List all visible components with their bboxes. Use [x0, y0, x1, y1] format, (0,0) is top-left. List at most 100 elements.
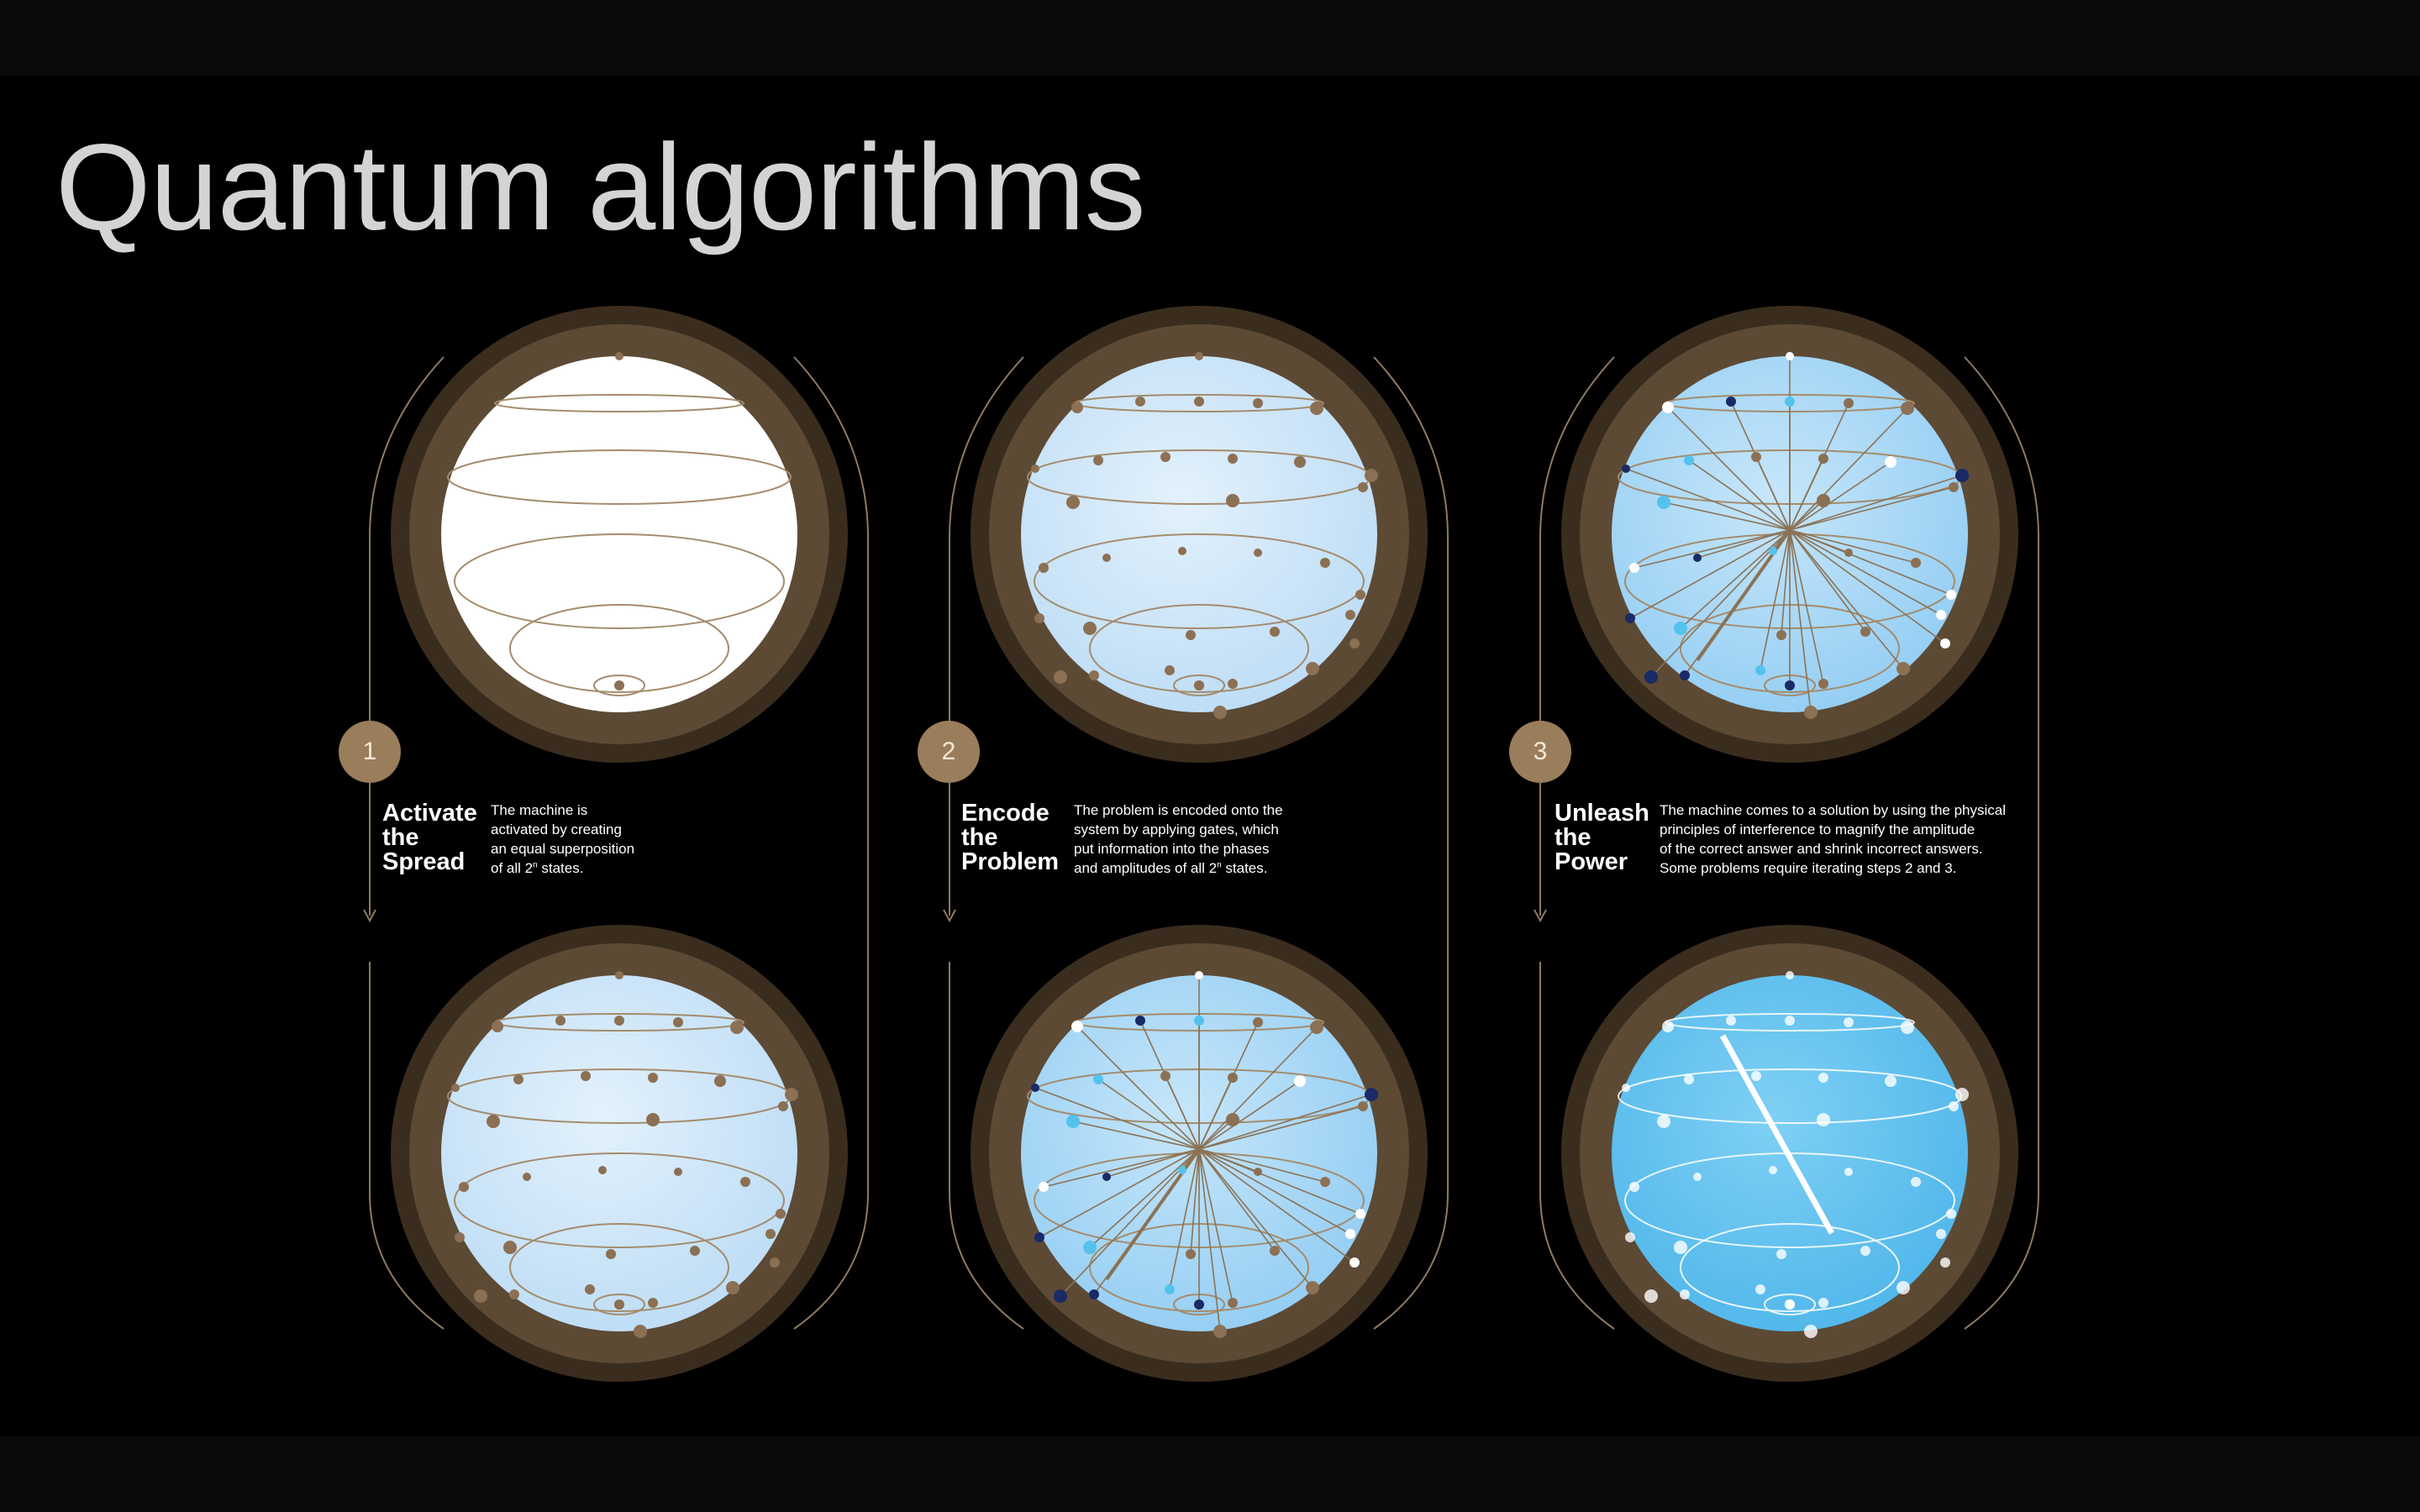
- state-dot: [726, 1281, 739, 1294]
- step-2-badge: 2: [918, 721, 980, 783]
- amplitude-ray: [1198, 1148, 1234, 1304]
- state-dot: [1818, 1073, 1828, 1083]
- state-dot: [1949, 482, 1959, 492]
- state-dot: [1226, 1113, 1239, 1126]
- answer-ray: [1719, 1034, 1835, 1235]
- state-dot: [1320, 558, 1330, 568]
- amplitude-ray: [1198, 1148, 1361, 1215]
- state-dot: [1818, 1298, 1828, 1308]
- state-dot: [1901, 402, 1914, 415]
- state-dot: [1885, 456, 1897, 468]
- amplitude-ray: [1198, 1148, 1355, 1263]
- state-dot: [1320, 1177, 1330, 1187]
- state-dot: [1349, 638, 1360, 648]
- state-dot: [1194, 680, 1204, 690]
- state-dot: [1039, 563, 1049, 573]
- state-dot: [1684, 455, 1694, 465]
- state-dot: [1345, 1229, 1355, 1239]
- state-dot: [1936, 610, 1946, 620]
- step-3-name: Unleash the Power: [1555, 800, 1649, 875]
- amplitude-ray: [1789, 486, 1954, 531]
- state-dot: [1294, 456, 1306, 468]
- state-dot: [714, 1075, 726, 1087]
- state-dot: [1897, 1281, 1910, 1294]
- state-dot: [1755, 1284, 1765, 1294]
- amplitude-ray: [1663, 501, 1791, 531]
- state-dot: [1680, 1289, 1690, 1299]
- state-dot: [1294, 1075, 1306, 1087]
- state-dot: [1785, 1299, 1795, 1310]
- state-dot: [1194, 1299, 1204, 1310]
- state-dot: [1093, 1074, 1103, 1084]
- state-dot: [1860, 1246, 1870, 1256]
- state-dot: [1093, 455, 1103, 465]
- amplitude-ray: [1198, 1026, 1318, 1150]
- letterbox-bottom: [0, 1436, 2420, 1512]
- state-dot: [1844, 398, 1854, 408]
- amplitude-ray: [1789, 529, 1917, 564]
- state-dot: [1083, 1241, 1097, 1254]
- state-dot: [1066, 1115, 1080, 1128]
- state-dot: [1625, 613, 1635, 623]
- state-dot: [1031, 1084, 1039, 1092]
- frame-right-line: [793, 356, 869, 1330]
- amplitude-ray: [1076, 1026, 1200, 1150]
- frame-right-line: [1373, 356, 1449, 1330]
- amplitude-ray: [1165, 1075, 1200, 1150]
- state-dot: [1680, 670, 1690, 680]
- orbit-ellipse: [447, 449, 792, 505]
- state-dot: [614, 680, 624, 690]
- amplitude-ray: [1106, 1148, 1200, 1178]
- amplitude-ray: [1625, 468, 1791, 531]
- state-dot: [1786, 971, 1794, 979]
- state-dot: [1102, 1173, 1111, 1181]
- amplitude-ray: [1198, 1148, 1326, 1183]
- state-dot: [674, 1168, 682, 1176]
- state-dot: [1817, 1113, 1830, 1126]
- state-dot: [1804, 706, 1818, 719]
- amplitude-ray: [1789, 529, 1942, 616]
- state-dot: [1786, 352, 1794, 360]
- frame-left-upper-line: [369, 356, 445, 916]
- amplitude-ray: [1680, 529, 1791, 629]
- amplitude-ray: [1072, 1121, 1200, 1150]
- step-1-frame: [363, 356, 869, 1330]
- state-dot: [1089, 1289, 1099, 1299]
- state-dot: [1165, 1284, 1175, 1294]
- state-dot: [1629, 1182, 1639, 1192]
- amplitude-ray: [1198, 1148, 1313, 1289]
- state-dot: [615, 352, 623, 360]
- step-1-description: The machine is activated by creating an …: [491, 802, 635, 876]
- orbit-ellipse: [1089, 604, 1309, 693]
- step-3-bottom-sphere: [1561, 925, 2018, 1382]
- state-dot: [646, 1113, 660, 1126]
- state-dot: [1071, 1021, 1083, 1032]
- step-1-top-sphere: [391, 306, 848, 763]
- step-frames: [363, 356, 2039, 1330]
- state-dot: [1946, 1209, 1956, 1219]
- state-dot: [1844, 1017, 1854, 1027]
- state-dot: [1726, 396, 1736, 407]
- state-dot: [785, 1088, 798, 1101]
- state-dot: [1844, 1168, 1853, 1176]
- state-dot: [1644, 670, 1658, 684]
- state-dot: [1885, 1075, 1897, 1087]
- state-dot: [1785, 680, 1795, 690]
- state-dot: [1662, 402, 1674, 413]
- orbit-ellipse: [494, 394, 744, 412]
- state-dot: [1940, 1257, 1950, 1268]
- state-dot: [1751, 1071, 1761, 1081]
- state-dot: [1684, 1074, 1694, 1084]
- state-dot: [474, 1289, 487, 1303]
- state-dot: [1625, 1232, 1635, 1242]
- state-dot: [1693, 1173, 1702, 1181]
- state-dot: [1228, 1298, 1238, 1308]
- state-dot: [770, 1257, 780, 1268]
- amplitude-ray: [1781, 529, 1791, 636]
- state-dot: [634, 1325, 647, 1338]
- step-3-top-sphere: [1561, 306, 2018, 763]
- state-dot: [1194, 1016, 1204, 1026]
- step-2-frame: [943, 356, 1449, 1330]
- state-dot: [581, 1071, 591, 1081]
- amplitude-ray: [1697, 529, 1791, 559]
